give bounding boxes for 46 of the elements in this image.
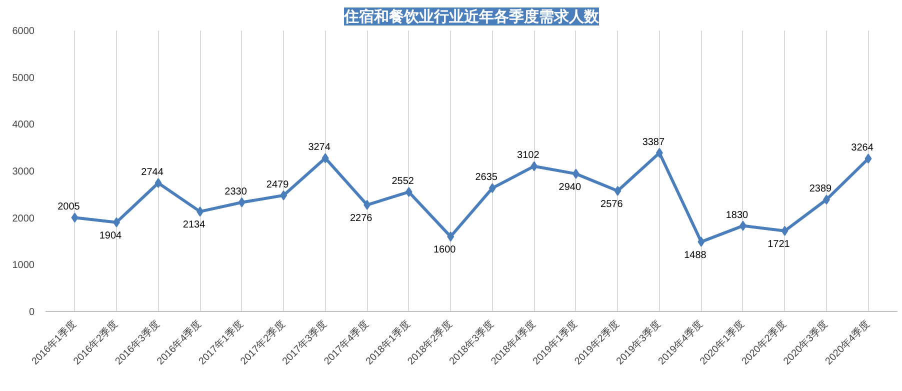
- data-label: 3264: [851, 142, 874, 154]
- data-label: 2330: [224, 186, 248, 198]
- point: [154, 178, 162, 188]
- point: [238, 197, 246, 208]
- data-label: 1830: [726, 210, 749, 221]
- data-label: 3387: [642, 136, 666, 148]
- data-label: 2940: [558, 182, 582, 193]
- point: [864, 154, 872, 164]
- y-tick-label: 2000: [12, 213, 35, 224]
- y-tick-label: 3000: [12, 166, 35, 178]
- data-label: 2276: [350, 212, 373, 224]
- point: [739, 220, 746, 231]
- data-label: 1904: [99, 230, 122, 242]
- data-label: 3274: [308, 142, 331, 154]
- point: [530, 161, 538, 172]
- point: [488, 183, 496, 194]
- chart-title: 住宿和餐饮业行业近年各季度需求人数: [343, 8, 600, 26]
- point: [405, 186, 412, 197]
- data-label: 2552: [392, 176, 414, 187]
- y-tick-label: 5000: [12, 72, 35, 84]
- data-label: 1721: [768, 238, 790, 250]
- data-label: 2744: [141, 166, 164, 178]
- point: [322, 153, 329, 164]
- data-label: 2635: [475, 172, 498, 184]
- point: [196, 206, 204, 217]
- y-tick-label: 1000: [12, 260, 35, 272]
- point: [698, 236, 705, 247]
- point: [656, 148, 663, 158]
- point: [572, 168, 580, 179]
- y-tick-label: 0: [28, 307, 35, 318]
- point: [71, 212, 78, 223]
- point: [364, 200, 371, 210]
- data-label: 2005: [58, 202, 80, 213]
- data-label: 2479: [266, 179, 290, 190]
- point: [614, 186, 622, 196]
- data-label: 2389: [809, 184, 832, 195]
- data-label: 2134: [182, 220, 206, 231]
- data-label: 2576: [600, 198, 624, 210]
- point: [781, 226, 788, 236]
- data-label: 1600: [433, 244, 456, 256]
- point: [280, 190, 288, 200]
- data-label: 1488: [684, 250, 707, 261]
- data-label: 3102: [517, 150, 540, 162]
- y-tick-label: 6000: [12, 26, 35, 37]
- point: [447, 232, 454, 242]
- y-tick-label: 4000: [12, 120, 35, 131]
